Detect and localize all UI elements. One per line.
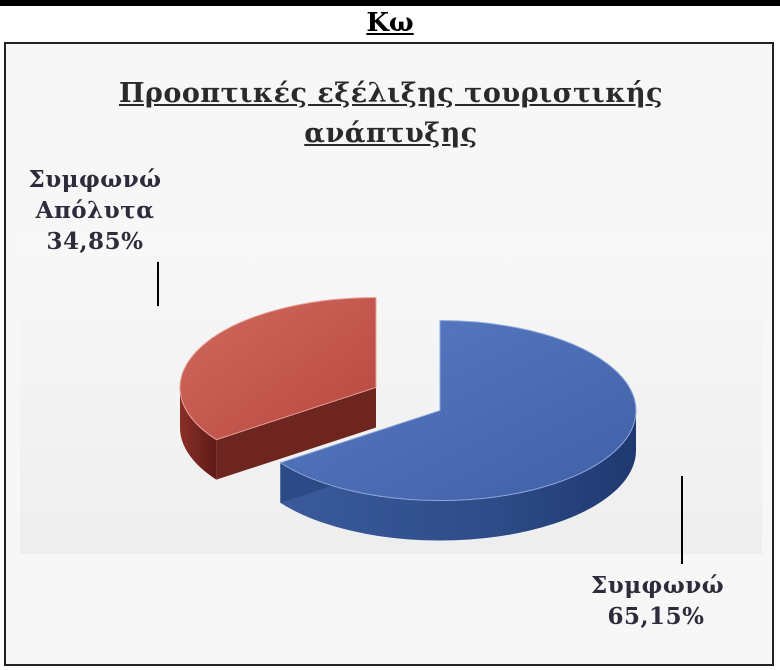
chart-title-line-2: ανάπτυξης (304, 118, 478, 149)
pie-slice-absolutely-agree (179, 296, 377, 441)
pie-cut-absolutely-agree-0 (216, 387, 377, 480)
slice-label-agree-line-1: Συμφωνώ (591, 572, 725, 599)
chart-title-line-1: Προοπτικές εξέλιξης τουριστικής (118, 78, 664, 109)
pie-side-absolutely-agree (180, 387, 217, 480)
pie-slices (179, 296, 637, 541)
slice-label-absolutely-agree-line-2: Απόλυτα (35, 197, 155, 224)
pie-plot (20, 234, 762, 564)
top-border (0, 0, 780, 6)
slice-label-agree: Συμφωνώ 65,15% (591, 570, 725, 632)
slice-label-absolutely-agree: Συμφωνώ Απόλυτα 34,85% (20, 164, 170, 257)
slice-label-absolutely-agree-line-1: Συμφωνώ (28, 166, 162, 193)
pie-slice-agree (279, 320, 637, 502)
pie-side-agree (280, 410, 636, 541)
page-heading: Κω (366, 8, 414, 38)
slice-value-agree: 65,15% (607, 603, 705, 630)
chart-title: Προοπτικές εξέλιξης τουριστικής ανάπτυξη… (6, 74, 772, 154)
chart-area: Προοπτικές εξέλιξης τουριστικής ανάπτυξη… (4, 42, 774, 666)
leader-lines (157, 262, 683, 564)
slice-value-absolutely-agree: 34,85% (46, 228, 144, 255)
